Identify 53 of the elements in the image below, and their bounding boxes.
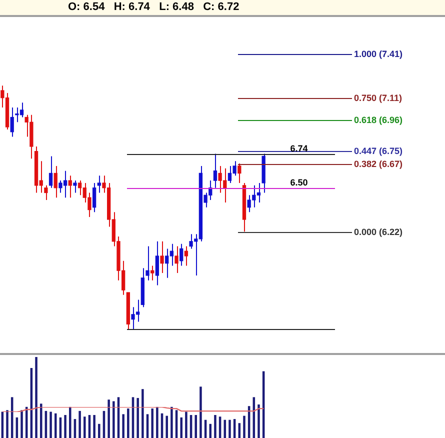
- candlestick: [73, 180, 77, 194]
- bar: [185, 412, 188, 438]
- bar: [127, 408, 130, 438]
- text: 0.382 (6.67): [354, 158, 403, 169]
- candlestick: [10, 107, 14, 138]
- bar: [142, 389, 144, 438]
- bar: [258, 404, 260, 438]
- candlestick: [48, 156, 53, 188]
- candlestick: [97, 175, 101, 194]
- bar: [78, 410, 81, 438]
- bar: [98, 424, 100, 438]
- annotation: 6.50: [290, 177, 308, 188]
- bar: [122, 414, 124, 438]
- bar: [180, 417, 182, 438]
- candlestick: [160, 240, 164, 274]
- annotation: 6.74: [290, 143, 308, 154]
- candlestick: [150, 265, 154, 281]
- text: 0.750 (7.11): [354, 92, 402, 103]
- bar: [170, 406, 173, 438]
- text: 1.000 (7.41): [354, 48, 403, 59]
- bar: [69, 406, 72, 438]
- bar: [166, 416, 168, 438]
- candlestick: [174, 246, 178, 274]
- bar: [50, 412, 52, 438]
- text: 0.618 (6.96): [354, 114, 403, 125]
- candlestick: [238, 163, 242, 184]
- bar: [35, 357, 38, 438]
- candlestick: [68, 175, 72, 198]
- text: 0.447 (6.75): [354, 146, 403, 156]
- bar: [136, 398, 139, 438]
- bar: [84, 416, 86, 438]
- bar: [108, 400, 110, 438]
- bar: [228, 420, 231, 438]
- candlestick: [180, 243, 184, 266]
- bar: [93, 414, 96, 438]
- bar: [20, 410, 23, 438]
- bar: [64, 414, 66, 438]
- candlestick: [44, 184, 48, 201]
- bar: [243, 416, 246, 438]
- bar: [156, 406, 158, 438]
- candlestick: [184, 246, 188, 266]
- candlestick: [92, 182, 96, 213]
- bar: [200, 386, 202, 438]
- candlestick: [155, 240, 160, 286]
- bar: [151, 408, 154, 438]
- bar: [194, 414, 198, 438]
- candlestick: [213, 153, 218, 188]
- candlestick: [54, 165, 58, 198]
- bar: [112, 401, 115, 438]
- bar: [214, 414, 216, 438]
- text: 0.000 (6.22): [354, 226, 403, 237]
- text: O: 6.54 H: 6.74 L: 6.48 C: 6.72: [68, 0, 240, 15]
- bar: [6, 410, 8, 438]
